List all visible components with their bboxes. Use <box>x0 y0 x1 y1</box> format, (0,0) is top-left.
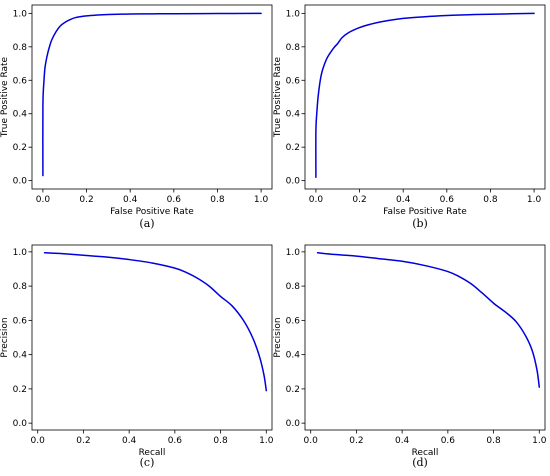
y-tick-label: 0.2 <box>13 143 27 153</box>
y-tick-label: 0.0 <box>13 177 28 187</box>
x-tick-label: 0.4 <box>396 195 411 205</box>
x-tick-label: 0.2 <box>76 436 90 446</box>
y-tick-label: 0.8 <box>13 43 28 53</box>
y-tick-label: 0.6 <box>286 76 301 86</box>
y-tick-label: 0.6 <box>13 316 28 326</box>
y-tick-label: 1.0 <box>286 9 301 19</box>
y-tick-label: 0.8 <box>286 43 301 53</box>
y-tick-label: 0.4 <box>13 351 28 361</box>
x-tick-label: 0.2 <box>352 195 366 205</box>
x-tick-label: 1.0 <box>532 436 547 446</box>
y-tick-label: 0.4 <box>13 110 28 120</box>
x-tick-label: 0.0 <box>31 436 46 446</box>
x-tick-label: 1.0 <box>527 195 542 205</box>
y-tick-label: 0.8 <box>286 282 301 292</box>
y-tick-label: 0.0 <box>286 419 301 429</box>
x-tick-label: 0.8 <box>486 436 501 446</box>
x-axis-label: Recall <box>139 448 166 458</box>
series-line <box>316 251 541 388</box>
x-tick-label: 0.8 <box>483 195 498 205</box>
y-axis-label: Precision <box>273 317 283 357</box>
plot-frame <box>304 4 546 190</box>
chart-panel-1: 0.0 0.2 0.4 0.6 0.8 1.0 0.0 0.2 0.4 0.6 0.8 1.0 Fals… <box>0 4 273 230</box>
series-line <box>315 12 535 179</box>
y-tick-label: 0.4 <box>286 351 301 361</box>
y-tick-label: 0.4 <box>286 110 301 120</box>
x-axis-label: Recall <box>412 448 439 458</box>
plot-frame <box>31 244 273 431</box>
chart-panel-2: 0.0 0.2 0.4 0.6 0.8 1.0 0.0 0.2 0.4 0.6 0.8 1.0 Fals… <box>273 4 546 230</box>
x-axis-label: False Positive Rate <box>383 207 467 217</box>
chart-panel-3: 0.0 0.2 0.4 0.6 0.8 1.0 0.0 0.2 0.4 0.6 0.8 1.0 Reca… <box>0 244 274 469</box>
x-tick-label: 0.0 <box>36 195 51 205</box>
plot-frame <box>31 4 273 190</box>
y-tick-label: 1.0 <box>286 248 301 258</box>
subfigure-caption: (d) <box>412 456 428 469</box>
x-tick-label: 0.6 <box>167 195 182 205</box>
series-line <box>42 12 262 177</box>
y-tick-label: 0.2 <box>13 385 27 395</box>
y-tick-label: 0.2 <box>286 143 300 153</box>
chart-panel-4: 0.0 0.2 0.4 0.6 0.8 1.0 0.0 0.2 0.4 0.6 0.8 1.0 Reca… <box>273 244 547 469</box>
x-tick-label: 1.0 <box>259 436 274 446</box>
subfigure-caption: (b) <box>412 217 428 230</box>
x-tick-label: 0.8 <box>213 436 228 446</box>
x-tick-label: 0.6 <box>441 436 456 446</box>
y-axis-label: True Positive Rate <box>273 56 283 138</box>
y-tick-label: 0.6 <box>286 316 301 326</box>
y-tick-label: 0.2 <box>286 385 300 395</box>
plot-frame <box>304 244 546 431</box>
x-tick-label: 1.0 <box>254 195 269 205</box>
y-tick-label: 0.0 <box>13 419 28 429</box>
x-tick-label: 0.2 <box>349 436 363 446</box>
y-tick-label: 1.0 <box>13 248 28 258</box>
x-tick-label: 0.4 <box>395 436 410 446</box>
x-tick-label: 0.4 <box>123 195 138 205</box>
x-tick-label: 0.8 <box>210 195 225 205</box>
x-tick-label: 0.6 <box>440 195 455 205</box>
y-tick-label: 0.0 <box>286 177 301 187</box>
series-line <box>43 251 268 392</box>
x-tick-label: 0.0 <box>304 436 319 446</box>
y-tick-label: 0.6 <box>13 76 28 86</box>
subfigure-caption: (c) <box>140 456 155 469</box>
x-tick-label: 0.6 <box>168 436 183 446</box>
x-tick-label: 0.2 <box>79 195 93 205</box>
y-tick-label: 1.0 <box>13 9 28 19</box>
x-tick-label: 0.0 <box>309 195 324 205</box>
y-axis-label: Precision <box>0 317 10 357</box>
y-axis-label: True Positive Rate <box>0 56 10 138</box>
subfigure-caption: (a) <box>139 217 154 230</box>
y-tick-label: 0.8 <box>13 282 28 292</box>
x-tick-label: 0.4 <box>122 436 137 446</box>
x-axis-label: False Positive Rate <box>110 207 194 217</box>
